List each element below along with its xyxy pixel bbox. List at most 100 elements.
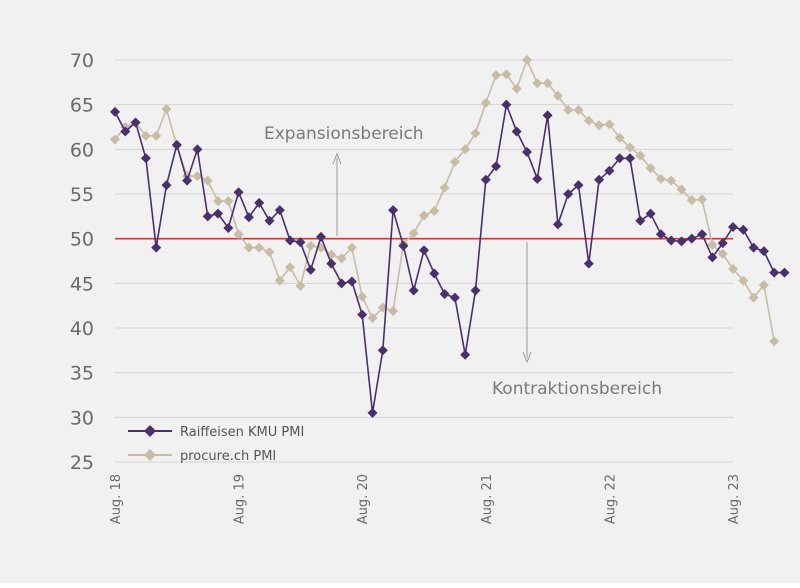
series-1-point-24 — [357, 291, 368, 302]
series-0-point-5 — [161, 180, 172, 191]
series-0-point-27 — [388, 205, 399, 216]
y-tick-label-40: 40 — [70, 318, 94, 340]
series-0-point-10 — [213, 208, 223, 219]
series-1-point-32 — [439, 182, 450, 193]
series-1-point-22 — [336, 253, 347, 264]
series-layer — [110, 55, 790, 418]
series-1-point-44 — [563, 105, 574, 116]
annotation-contraction: Kontraktionsbereich — [492, 379, 662, 399]
series-0-point-41 — [532, 173, 543, 184]
series-0-point-2 — [130, 117, 141, 128]
series-1-point-0 — [110, 134, 120, 145]
y-tick-label-65: 65 — [70, 95, 94, 117]
series-1-point-48 — [604, 119, 615, 130]
x-tick-label-0: Aug. 18 — [109, 474, 124, 524]
series-0-point-54 — [666, 235, 677, 246]
series-1-point-10 — [213, 196, 223, 207]
y-tick-label-35: 35 — [70, 363, 94, 385]
series-1-point-15 — [264, 247, 275, 258]
series-0-point-60 — [728, 222, 738, 233]
series-1-point-38 — [501, 69, 512, 80]
series-1-point-59 — [717, 248, 728, 259]
series-0-point-21 — [326, 258, 337, 269]
y-tick-label-50: 50 — [70, 229, 94, 251]
series-0-point-12 — [233, 187, 244, 198]
series-1-point-27 — [388, 306, 399, 317]
series-0-point-1 — [120, 126, 131, 137]
arrow-up-head — [332, 152, 342, 165]
legend-marker-raiffeisen — [144, 425, 156, 437]
series-1-point-51 — [635, 150, 646, 161]
legend-label-procure: procure.ch PMI — [180, 449, 276, 464]
series-0-point-23 — [346, 276, 357, 287]
series-0-point-8 — [192, 144, 203, 155]
series-1-point-55 — [676, 184, 687, 195]
series-0-point-51 — [635, 215, 646, 226]
series-0-point-39 — [511, 126, 522, 137]
series-0-point-22 — [336, 278, 347, 289]
series-0-point-34 — [460, 349, 471, 360]
series-0-point-62 — [748, 242, 759, 253]
series-0-point-63 — [758, 246, 769, 257]
series-0-point-31 — [429, 268, 440, 279]
series-0-point-36 — [480, 174, 491, 185]
series-1-point-18 — [295, 281, 306, 292]
series-1-point-41 — [532, 78, 543, 89]
series-0-point-29 — [408, 285, 419, 296]
series-0-point-56 — [686, 233, 697, 244]
series-1-point-34 — [460, 144, 471, 155]
series-1-point-43 — [552, 90, 563, 101]
series-0-point-17 — [285, 235, 296, 246]
series-1 — [110, 55, 780, 347]
series-0-point-11 — [223, 222, 234, 233]
series-1-point-29 — [408, 228, 419, 239]
y-tick-label-25: 25 — [70, 452, 94, 474]
series-1-point-45 — [573, 105, 584, 116]
x-axis-ticks: Aug. 18 Aug. 19 Aug. 20 Aug. 21 Aug. 22 Aug. … — [109, 474, 742, 524]
series-1-point-53 — [655, 173, 666, 184]
series-1-point-30 — [419, 210, 429, 221]
series-1-point-4 — [151, 130, 162, 141]
series-1-point-19 — [305, 240, 316, 251]
series-1-point-63 — [758, 280, 769, 291]
series-0-point-64 — [769, 267, 780, 278]
series-0-point-37 — [491, 161, 502, 172]
series-0-point-44 — [563, 189, 574, 199]
series-1-point-12 — [233, 229, 244, 240]
series-0-point-0 — [110, 106, 120, 117]
series-0-point-45 — [573, 180, 584, 191]
series-0-point-18 — [295, 237, 306, 248]
series-1-point-42 — [542, 78, 553, 89]
series-1-point-9 — [202, 175, 213, 186]
series-1-point-61 — [738, 275, 749, 286]
x-tick-label-3: Aug. 21 — [480, 474, 495, 524]
series-1-point-31 — [429, 205, 440, 216]
series-0-point-57 — [697, 229, 708, 240]
series-0-point-50 — [625, 153, 635, 164]
series-0-point-55 — [676, 236, 687, 247]
series-1-point-11 — [223, 196, 234, 207]
series-1-point-39 — [511, 83, 522, 94]
x-tick-label-4: Aug. 22 — [603, 474, 618, 524]
series-1-point-64 — [769, 336, 780, 347]
series-1-point-46 — [583, 115, 594, 126]
series-0-point-42 — [542, 110, 553, 121]
series-0-point-61 — [738, 224, 749, 235]
series-0-point-13 — [243, 212, 254, 223]
series-1-point-58 — [707, 239, 718, 250]
legend: Raiffeisen KMU PMI procure.ch PMI — [128, 425, 304, 464]
series-1-point-3 — [140, 130, 151, 141]
series-0-point-6 — [171, 139, 182, 150]
series-1-point-8 — [192, 171, 203, 182]
series-0-point-7 — [182, 175, 193, 186]
series-0-point-14 — [254, 197, 265, 208]
series-1-point-13 — [243, 242, 254, 253]
y-axis-ticks: 25 30 35 40 45 50 55 60 65 70 — [70, 50, 94, 474]
y-tick-label-60: 60 — [70, 139, 94, 161]
series-0-point-49 — [614, 153, 625, 164]
series-0-point-30 — [419, 245, 429, 256]
series-0-point-58 — [707, 252, 718, 263]
series-0-point-40 — [522, 147, 532, 158]
x-tick-label-2: Aug. 20 — [356, 474, 371, 524]
